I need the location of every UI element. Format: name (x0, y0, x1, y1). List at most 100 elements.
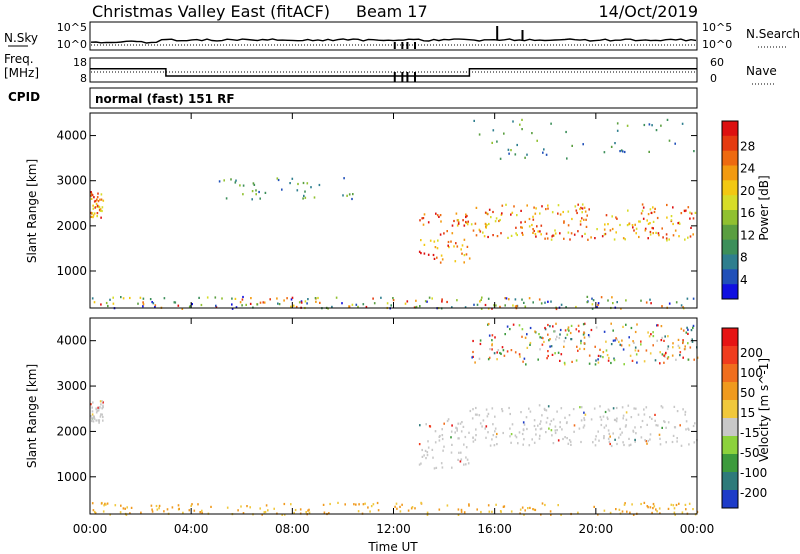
heatmap-cell (484, 211, 487, 214)
heatmap-cell (460, 430, 463, 433)
heatmap-cell (693, 358, 695, 361)
heatmap-cell (651, 417, 653, 420)
heatmap-cell (498, 219, 500, 223)
heatmap-cell (392, 297, 394, 300)
heatmap-cell (627, 209, 629, 212)
heatmap-cell (463, 511, 466, 514)
heatmap-cell (515, 436, 518, 439)
heatmap-cell (674, 513, 676, 516)
heatmap-cell (590, 236, 592, 239)
heatmap-cell (689, 346, 692, 349)
heatmap-cell (631, 224, 634, 227)
heatmap-cell (622, 441, 624, 444)
heatmap-cell (531, 132, 533, 135)
heatmap-cell (415, 299, 417, 302)
heatmap-cell (684, 410, 687, 413)
colorbar-swatch (722, 346, 738, 365)
heatmap-cell (646, 442, 648, 445)
heatmap-cell (623, 363, 625, 366)
heatmap-cell (283, 502, 286, 506)
heatmap-cell (605, 340, 607, 343)
heatmap-cell (660, 405, 663, 408)
heatmap-cell (501, 212, 503, 215)
heatmap-cell (318, 183, 321, 187)
heatmap-cell (664, 335, 666, 338)
heatmap-cell (475, 234, 478, 237)
heatmap-cell (479, 300, 481, 303)
heatmap-cell (348, 305, 350, 308)
heatmap-cell (524, 509, 526, 512)
heatmap-cell (569, 440, 572, 443)
heatmap-cell (656, 216, 659, 220)
heatmap-cell (564, 363, 566, 366)
heatmap-cell (487, 431, 489, 434)
heatmap-cell (651, 124, 653, 127)
velocity-y-label: Slant Range [km] (25, 364, 39, 468)
y-tick-label: 4000 (56, 334, 87, 348)
heatmap-cell (661, 426, 663, 429)
heatmap-cell (629, 443, 632, 446)
cpid-program: normal (fast) 151 RF (95, 92, 235, 106)
heatmap-cell (580, 406, 583, 409)
heatmap-cell (609, 511, 612, 514)
heatmap-cell (464, 306, 467, 309)
heatmap-cell (622, 237, 625, 240)
heatmap-cell (487, 504, 490, 507)
heatmap-cell (631, 359, 634, 362)
heatmap-cell (431, 297, 433, 300)
heatmap-cell (560, 353, 563, 356)
heatmap-cell (553, 234, 555, 237)
heatmap-cell (575, 328, 578, 331)
heatmap-cell (392, 299, 395, 302)
heatmap-cell (666, 347, 669, 351)
heatmap-cell (283, 299, 285, 302)
heatmap-cell (559, 328, 562, 332)
heatmap-cell (594, 363, 597, 366)
heatmap-cell (499, 305, 501, 308)
heatmap-cell (91, 417, 93, 420)
heatmap-cell (307, 509, 309, 512)
heatmap-cell (506, 350, 509, 353)
heatmap-cell (570, 324, 573, 327)
heatmap-cell (308, 511, 311, 514)
heatmap-cell (590, 328, 593, 332)
heatmap-cell (594, 444, 597, 447)
colorbar-swatch (722, 135, 738, 152)
heatmap-cell (495, 503, 497, 506)
heatmap-cell (206, 296, 209, 299)
heatmap-cell (674, 142, 676, 145)
heatmap-cell (607, 437, 610, 440)
heatmap-cell (154, 306, 156, 309)
heatmap-cell (678, 235, 680, 238)
heatmap-cell (226, 506, 229, 509)
heatmap-cell (681, 122, 684, 125)
heatmap-cell (571, 144, 573, 147)
heatmap-cell (581, 207, 584, 210)
heatmap-cell (98, 421, 100, 424)
heatmap-cell (554, 229, 556, 232)
heatmap-cell (519, 355, 521, 358)
heatmap-cell (348, 193, 351, 196)
heatmap-cell (419, 424, 421, 427)
heatmap-cell (687, 236, 689, 239)
heatmap-cell (455, 242, 457, 245)
heatmap-cell (447, 418, 450, 421)
heatmap-cell (623, 150, 626, 154)
heatmap-cell (491, 438, 493, 441)
heatmap-cell (521, 226, 523, 229)
heatmap-cell (485, 408, 488, 411)
heatmap-cell (525, 416, 528, 419)
heatmap-cell (606, 416, 609, 419)
heatmap-cell (612, 339, 615, 342)
colorbar-swatch (722, 328, 738, 347)
heatmap-cell (335, 296, 338, 299)
heatmap-cell (516, 214, 518, 217)
heatmap-cell (528, 297, 531, 300)
heatmap-cell (298, 301, 301, 304)
heatmap-cell (608, 356, 610, 360)
heatmap-cell (645, 406, 648, 409)
heatmap-cell (253, 183, 256, 186)
heatmap-cell (648, 150, 650, 153)
heatmap-cell (90, 192, 93, 195)
heatmap-cell (647, 213, 650, 216)
